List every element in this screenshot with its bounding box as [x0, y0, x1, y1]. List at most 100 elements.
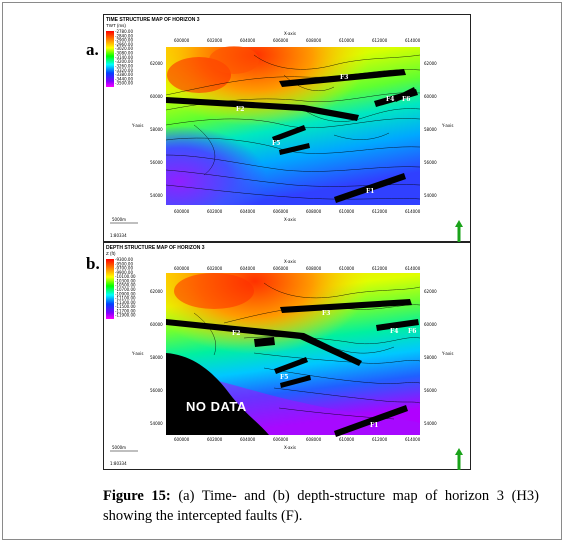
x-tick-label: 604000 — [240, 437, 256, 442]
y-tick-label: 60000 — [424, 322, 437, 327]
y-tick-label: 62000 — [150, 289, 163, 294]
no-data-area — [166, 353, 269, 435]
legend-value: -3020.00 — [115, 46, 133, 51]
x-tick-label: 608000 — [306, 209, 322, 214]
y-tick-label: 56000 — [424, 388, 437, 393]
legend-value: -3260.00 — [115, 63, 133, 68]
legend-value: -11100.00 — [115, 296, 136, 301]
y-tick-label: 54000 — [424, 193, 437, 198]
legend-value: -9500.00 — [115, 261, 133, 266]
x-tick-label: 602000 — [207, 38, 223, 43]
x-tick-label: 612000 — [372, 437, 388, 442]
x-tick-label: 614000 — [405, 266, 421, 271]
x-axis-label-top: X-axis — [284, 259, 296, 264]
x-tick-label: 614000 — [405, 437, 421, 442]
x-tick-label: 600000 — [174, 437, 190, 442]
figure-caption: Figure 15: (a) Time- and (b) depth-struc… — [103, 486, 539, 526]
scale-label: 5000m — [112, 217, 126, 222]
fault-f3-trace — [280, 299, 412, 313]
x-tick-label: 612000 — [372, 266, 388, 271]
scale-ratio: 1:80334 — [110, 461, 127, 466]
y-tick-label: 54000 — [150, 193, 163, 198]
x-tick-label: 604000 — [240, 266, 256, 271]
legend-value: -3080.00 — [115, 51, 133, 56]
x-tick-label: 608000 — [306, 266, 322, 271]
fault-label-f1: F1 — [370, 422, 378, 429]
scale-label: 5000m — [112, 445, 126, 450]
x-tick-label: 606000 — [273, 437, 289, 442]
y-tick-label: 54000 — [150, 421, 163, 426]
y-axis-label-right: Y-axis — [441, 351, 453, 356]
y-tick-label: 60000 — [150, 322, 163, 327]
x-tick-label: 612000 — [372, 209, 388, 214]
legend-value: -10900.00 — [115, 291, 136, 296]
y-tick-label: 58000 — [150, 127, 163, 132]
panel-a-title: TIME STRUCTURE MAP OF HORIZON 3 — [106, 17, 200, 23]
y-axis-label-left: Y-axis — [131, 123, 143, 128]
north-arrow-icon — [455, 448, 463, 470]
y-tick-label: 60000 — [424, 94, 437, 99]
x-tick-label: 600000 — [174, 209, 190, 214]
fault-f2-trace — [166, 319, 362, 366]
y-tick-label: 56000 — [424, 160, 437, 165]
x-tick-label: 610000 — [339, 38, 355, 43]
x-axis-label-top: X-axis — [284, 31, 296, 36]
x-tick-label: 608000 — [306, 38, 322, 43]
legend-value: -2960.00 — [115, 42, 133, 47]
y-tick-label: 54000 — [424, 421, 437, 426]
fault-label-f6: F6 — [408, 328, 416, 335]
x-axis-label-bottom: X-axis — [284, 445, 296, 450]
x-tick-label: 602000 — [207, 209, 223, 214]
x-tick-label: 600000 — [174, 38, 190, 43]
x-tick-label: 606000 — [273, 38, 289, 43]
x-tick-label: 614000 — [405, 209, 421, 214]
legend-value: -3440.00 — [115, 76, 133, 81]
x-tick-label: 604000 — [240, 209, 256, 214]
fault-f3-trace — [279, 69, 406, 87]
fault-f1-trace — [334, 405, 408, 437]
color-legend-bar — [106, 259, 114, 319]
fault-label-f2: F2 — [232, 330, 240, 337]
fault-f2-trace — [166, 97, 359, 121]
y-tick-label: 58000 — [424, 127, 437, 132]
x-tick-label: 606000 — [273, 266, 289, 271]
caption-lead: Figure 15: — [103, 488, 171, 504]
legend-value: -9900.00 — [115, 270, 133, 275]
legend-value: -10100.00 — [115, 274, 136, 279]
x-tick-label: 602000 — [207, 266, 223, 271]
fault-label-f1: F1 — [366, 188, 374, 195]
x-tick-label: 608000 — [306, 437, 322, 442]
legend-value: -10300.00 — [115, 278, 136, 283]
panel-a-label: a. — [86, 40, 99, 59]
fault-label-f5: F5 — [280, 374, 288, 381]
scale-ratio: 1:80334 — [110, 233, 127, 238]
x-tick-label: 610000 — [339, 209, 355, 214]
legend-value: -2900.00 — [115, 38, 133, 43]
no-data-label: NO DATA — [186, 399, 247, 414]
fault-f1-trace — [334, 173, 406, 203]
legend-value: -3200.00 — [115, 59, 133, 64]
caption-text: (a) Time- and (b) depth-structure map of… — [103, 488, 539, 524]
panel-b-title: DEPTH STRUCTURE MAP OF HORIZON 3 — [106, 245, 205, 251]
panel-a-unit: TWT (ms) — [106, 23, 126, 28]
y-tick-label: 56000 — [150, 160, 163, 165]
fault-label-f2: F2 — [236, 106, 244, 113]
legend-value: -3320.00 — [115, 68, 133, 73]
fault-label-f3: F3 — [340, 74, 348, 81]
legend-value: -11300.00 — [115, 300, 136, 305]
y-tick-label: 62000 — [424, 61, 437, 66]
legend-value: -11700.00 — [115, 308, 136, 313]
x-tick-label: 614000 — [405, 38, 421, 43]
figure-frame — [2, 2, 562, 540]
depth-structure-map: DEPTH STRUCTURE MAP OF HORIZON 3 Z (ft) … — [103, 242, 471, 470]
y-tick-label: 62000 — [424, 289, 437, 294]
legend-value: -3500.00 — [115, 81, 133, 86]
fault-label-f3: F3 — [322, 310, 330, 317]
fault-label-f6: F6 — [402, 96, 410, 103]
legend-value: -11500.00 — [115, 304, 136, 309]
legend-value: -11900.00 — [115, 313, 136, 318]
x-tick-label: 606000 — [273, 209, 289, 214]
fault-label-f5: F5 — [272, 140, 280, 147]
y-tick-label: 60000 — [150, 94, 163, 99]
panel-b-unit: Z (ft) — [106, 251, 116, 256]
